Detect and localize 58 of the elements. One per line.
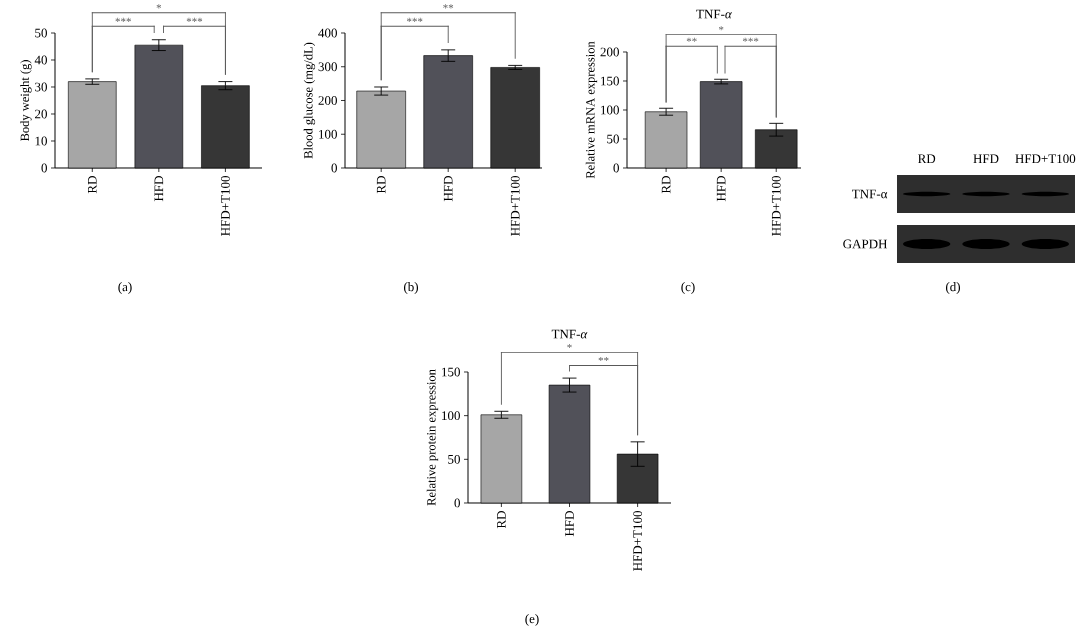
y-tick-label: 50 — [607, 134, 619, 144]
chart-title: TNF-α — [551, 329, 588, 339]
text: (e) — [525, 614, 539, 626]
x-tick-label: RD — [497, 511, 506, 529]
y-tick-label: 100 — [601, 105, 619, 115]
y-tick-label: 50 — [35, 28, 47, 38]
text: * — [567, 343, 572, 348]
x-tick-label: RD — [88, 176, 97, 194]
y-tick-label: 100 — [319, 129, 337, 139]
category-label: RD — [918, 154, 936, 164]
category-label: HFD — [973, 154, 999, 164]
y-tick-label: 20 — [35, 109, 47, 119]
y-tick-label: 150 — [442, 367, 460, 377]
x-tick-label: RD — [376, 176, 386, 194]
text: *** — [186, 17, 203, 22]
text: (c) — [681, 282, 695, 294]
x-tick-label: HFD+T100 — [771, 176, 781, 236]
text: ** — [443, 4, 454, 9]
y-axis-title: Blood glucose (mg/dL) — [303, 42, 316, 159]
y-tick-label: 30 — [35, 82, 47, 92]
y-tick-label: 400 — [318, 28, 337, 38]
y-axis-title: Body weight (g) — [20, 60, 32, 142]
text: (d) — [945, 282, 961, 294]
text: *** — [406, 17, 423, 22]
text: * — [718, 26, 724, 31]
y-tick-label: 40 — [34, 55, 47, 65]
chart-title: TNF-α — [696, 9, 732, 19]
text: (b) — [403, 282, 419, 294]
x-tick-label: HFD+T100 — [221, 176, 230, 236]
y-axis-title: Relative mRNA expression — [585, 41, 598, 179]
y-axis-title: Relative protein expression — [426, 369, 439, 506]
y-tick-label: 0 — [454, 498, 460, 508]
y-tick-label: 10 — [35, 136, 47, 146]
text: ** — [686, 37, 697, 42]
text: (a) — [118, 282, 132, 294]
y-tick-label: 200 — [600, 47, 619, 57]
x-tick-label: HFD — [565, 511, 574, 537]
x-tick-label: HFD — [154, 176, 164, 202]
y-tick-label: 50 — [448, 454, 460, 464]
x-tick-label: RD — [661, 176, 671, 194]
y-tick-label: 0 — [331, 163, 337, 173]
text: ** — [598, 357, 609, 362]
y-tick-label: 150 — [601, 76, 619, 86]
y-tick-label: 0 — [613, 163, 619, 173]
x-tick-label: HFD — [443, 176, 453, 202]
y-tick-label: 300 — [318, 62, 337, 72]
y-tick-label: 100 — [442, 411, 460, 421]
category-label: GAPDH — [843, 239, 888, 249]
text: * — [156, 4, 162, 9]
x-tick-label: HFD — [716, 176, 726, 202]
text: *** — [115, 17, 131, 22]
x-tick-label: HFD+T100 — [633, 511, 643, 571]
x-tick-label: HFD+T100 — [510, 176, 520, 236]
text: *** — [742, 37, 759, 42]
category-label: HFD+T100 — [1015, 154, 1076, 164]
category-label: TNF-α — [852, 189, 888, 199]
y-tick-label: 0 — [41, 163, 47, 173]
y-tick-label: 200 — [318, 96, 337, 105]
